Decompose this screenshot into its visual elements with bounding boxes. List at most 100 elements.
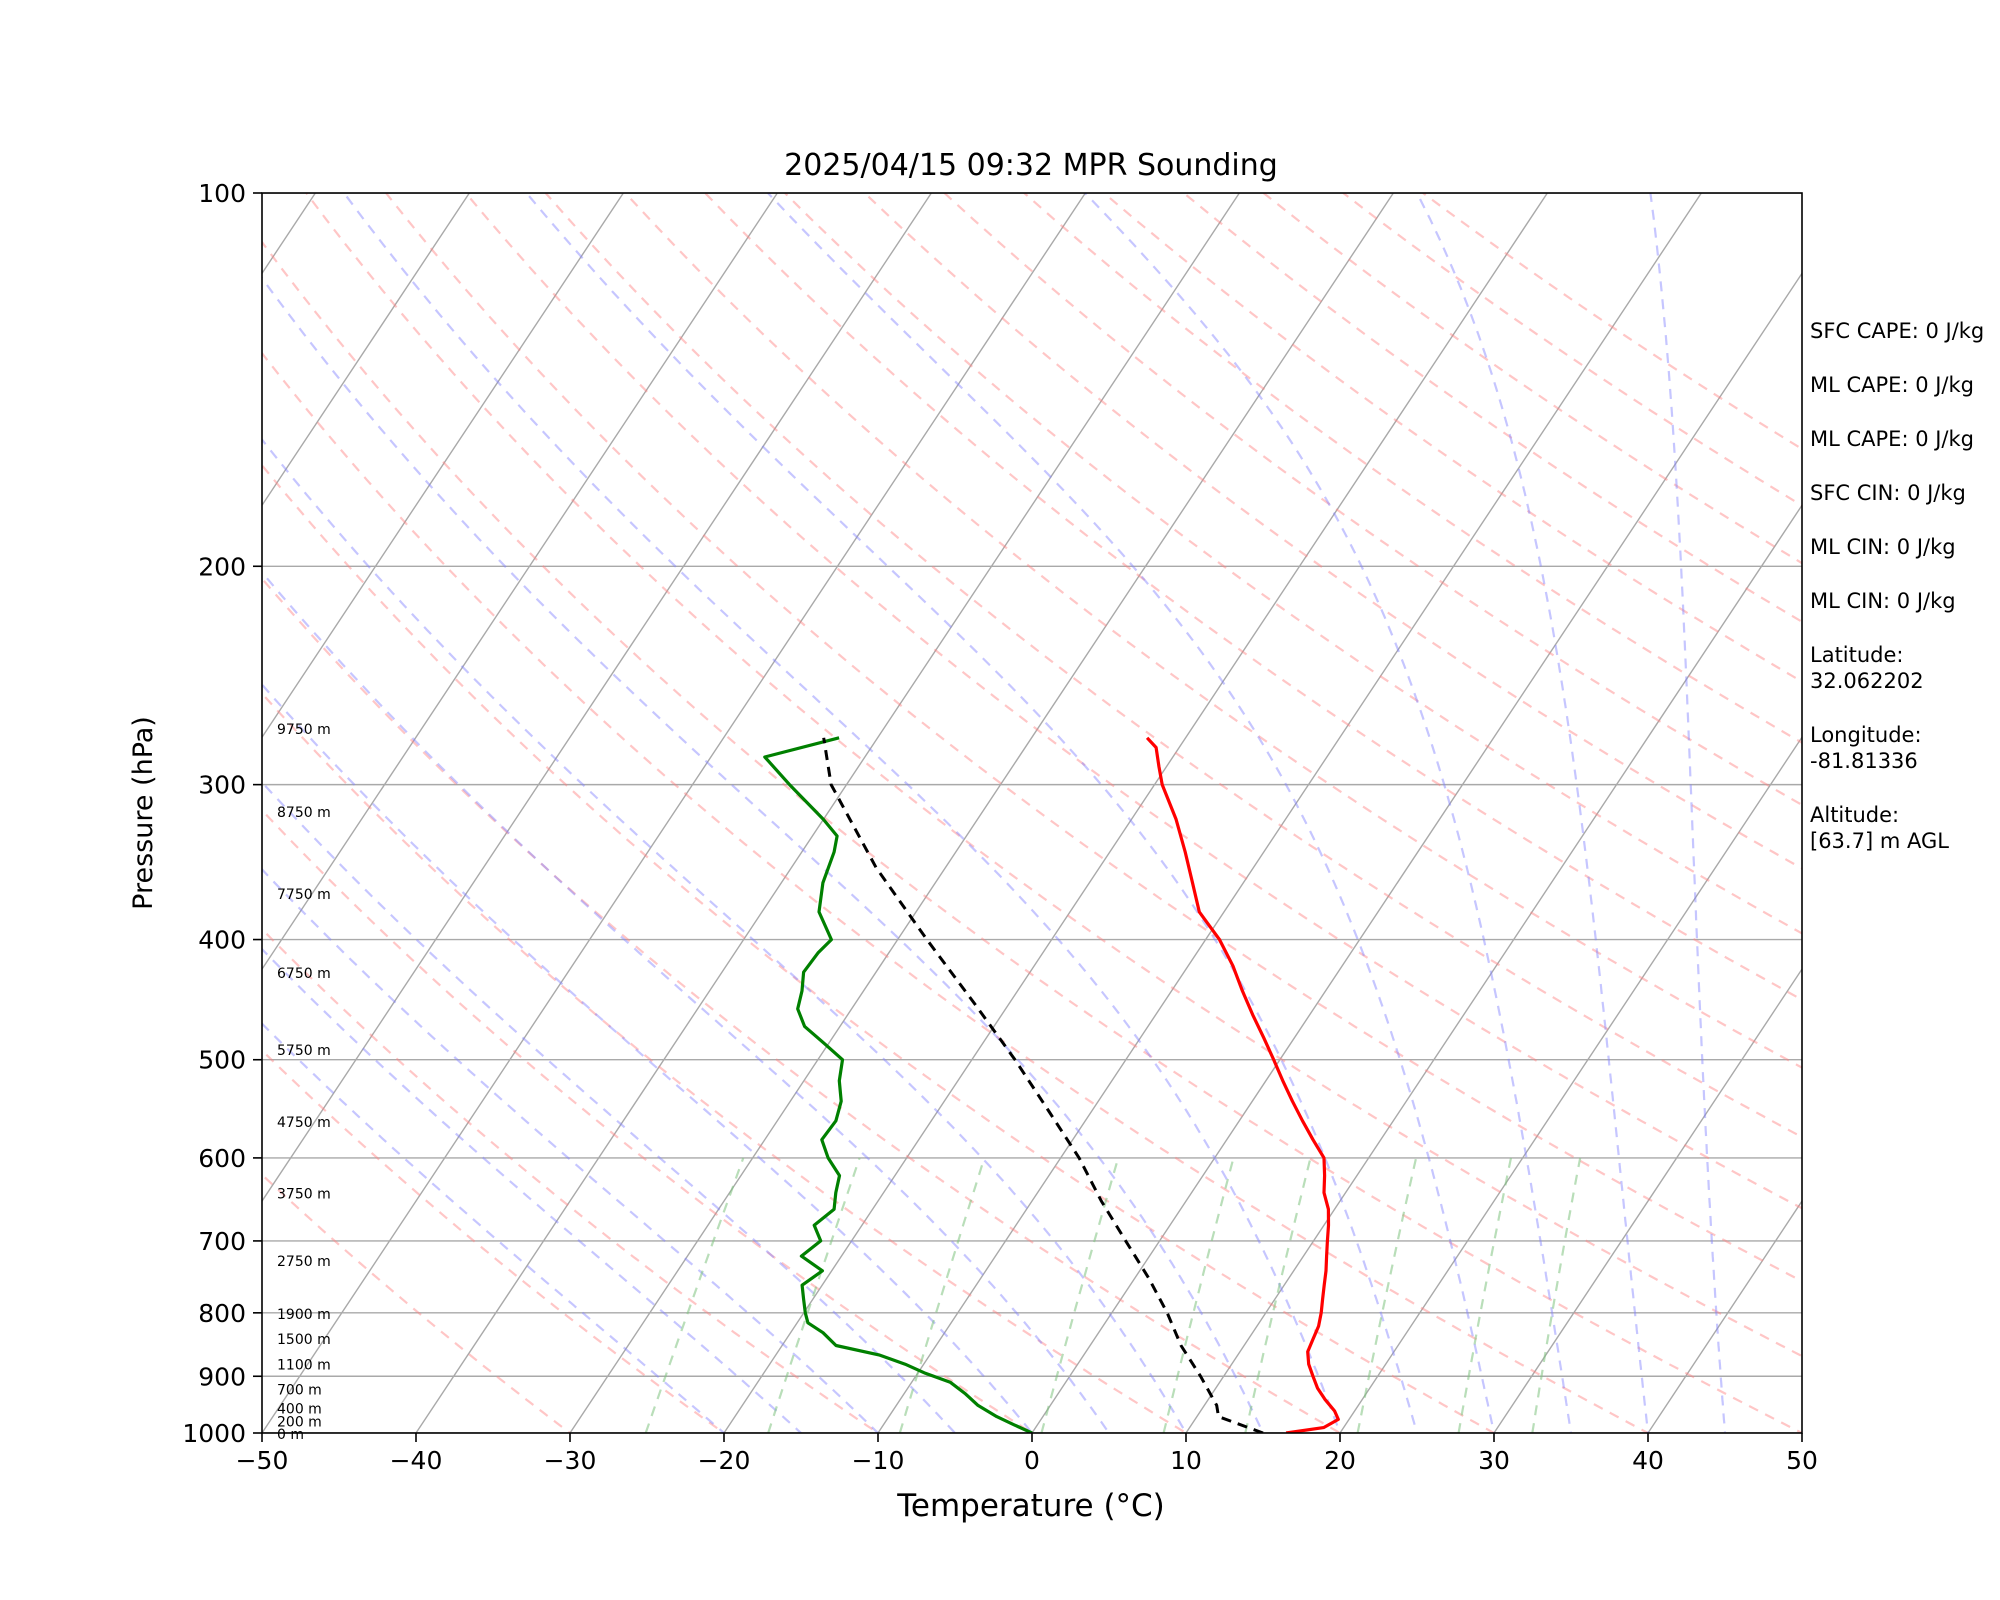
ml-cape-text-2: ML CAPE: 0 J/kg xyxy=(1810,427,1975,451)
height-label: 0 m xyxy=(277,1427,304,1443)
x-tick-label: −30 xyxy=(544,1446,597,1475)
x-tick-label: 20 xyxy=(1324,1446,1356,1475)
height-label: 7750 m xyxy=(277,887,331,903)
moist-adiabat-line xyxy=(525,193,1419,1433)
height-label: 4750 m xyxy=(277,1115,331,1131)
dewpoint-line xyxy=(763,736,1033,1433)
y-axis-label: Pressure (hPa) xyxy=(128,716,159,910)
isotherm-line xyxy=(1647,1199,1802,1433)
altitude-label: Altitude: xyxy=(1810,803,1900,827)
y-tick-label: 900 xyxy=(198,1362,246,1391)
moist-adiabat-line xyxy=(262,1022,726,1433)
x-tick-label: 30 xyxy=(1478,1446,1510,1475)
mixing-ratio-line xyxy=(1531,1157,1582,1433)
x-axis-label: Temperature (°C) xyxy=(896,1488,1165,1524)
latitude-label: Latitude: xyxy=(1810,643,1904,667)
height-label: 1500 m xyxy=(277,1332,331,1348)
mixing-ratio-line xyxy=(1356,1157,1418,1433)
mixing-ratio-line xyxy=(1457,1157,1513,1433)
ml-cape-text: ML CAPE: 0 J/kg xyxy=(1810,373,1975,397)
mixing-ratio-line xyxy=(1162,1157,1235,1433)
background-lines xyxy=(0,165,1802,1459)
dry-adiabat-line xyxy=(1022,193,1802,744)
moist-adiabat-line xyxy=(343,193,1342,1433)
height-label: 400 m xyxy=(277,1402,322,1418)
mixing-ratio-line xyxy=(1040,1157,1120,1433)
y-tick-label: 200 xyxy=(198,552,246,581)
dry-adiabat-line xyxy=(262,808,1035,1433)
mixing-ratio-line xyxy=(1244,1157,1312,1433)
isotherm-line xyxy=(877,193,1703,1433)
ml-cin-text-2: ML CIN: 0 J/kg xyxy=(1810,589,1956,613)
moist-adiabat-line xyxy=(1416,193,1650,1433)
moist-adiabat-line xyxy=(1084,193,1573,1433)
latitude-value: 32.062202 xyxy=(1810,669,1924,693)
dry-adiabat-line xyxy=(863,193,1802,870)
x-tick-label: −50 xyxy=(236,1446,289,1475)
y-tick-label: 1000 xyxy=(182,1419,246,1448)
y-tick-label: 600 xyxy=(198,1144,246,1173)
height-label: 2750 m xyxy=(277,1254,331,1270)
isotherm-line xyxy=(262,193,625,739)
isotherm-line xyxy=(0,165,26,1459)
height-label: 5750 m xyxy=(277,1043,331,1059)
moist-adiabat-line xyxy=(262,570,1111,1433)
isotherm-line xyxy=(262,193,779,971)
plot-frame xyxy=(261,192,1803,1434)
height-label: 700 m xyxy=(277,1383,322,1399)
moist-adiabat-line xyxy=(262,947,803,1433)
isotherm-line xyxy=(1493,967,1802,1433)
isotherm-line xyxy=(415,193,1241,1433)
isotherm-line xyxy=(1339,735,1802,1433)
moist-adiabat-line xyxy=(262,867,880,1433)
height-label: 3750 m xyxy=(277,1187,331,1203)
temperature-line xyxy=(1145,736,1340,1433)
mixing-ratio-line xyxy=(644,1157,745,1433)
moist-adiabat-line xyxy=(262,682,1034,1433)
longitude-label: Longitude: xyxy=(1810,723,1922,747)
dry-adiabat-line xyxy=(703,193,1802,1002)
dry-adiabat-line xyxy=(623,193,1802,1069)
height-label: 1100 m xyxy=(277,1358,331,1374)
dry-adiabat-line xyxy=(262,1048,726,1433)
moist-adiabat-line xyxy=(262,437,1188,1433)
moist-adiabat-line xyxy=(767,193,1496,1433)
axes: −50 −40 −30 −20 −10 0 10 20 30 40 50 100 200 300 400 50… xyxy=(182,179,1818,1475)
x-tick-label: 0 xyxy=(1024,1446,1040,1475)
isotherm-line xyxy=(1031,272,1802,1433)
isotherm-line xyxy=(569,193,1395,1433)
isotherm-line xyxy=(262,193,933,1203)
x-tick-label: −20 xyxy=(698,1446,751,1475)
parcel-line xyxy=(822,737,1264,1433)
height-label: 6750 m xyxy=(277,966,331,982)
altitude-value: [63.7] m AGL xyxy=(1810,829,1949,853)
dry-adiabat-line xyxy=(262,927,880,1433)
y-tick-label: 400 xyxy=(198,926,246,955)
moist-adiabat-line xyxy=(262,780,957,1433)
mixing-ratio-line xyxy=(767,1157,861,1433)
x-tick-label: 40 xyxy=(1632,1446,1664,1475)
dry-adiabat-line xyxy=(464,193,1802,1210)
x-tick-label: −40 xyxy=(390,1446,443,1475)
height-label: 9750 m xyxy=(277,722,331,738)
sfc-cape-text: SFC CAPE: 0 J/kg xyxy=(1810,319,1985,343)
dry-adiabat-line xyxy=(262,576,1343,1433)
y-tick-label: 700 xyxy=(198,1227,246,1256)
x-tick-label: −10 xyxy=(852,1446,905,1475)
isotherm-line xyxy=(1185,504,1802,1433)
dry-adiabat-line xyxy=(384,193,1802,1283)
dry-adiabat-line xyxy=(262,1173,572,1433)
isotherm-line xyxy=(262,193,1087,1433)
moist-adiabat-line xyxy=(1649,193,1727,1433)
longitude-value: -81.81336 xyxy=(1810,749,1918,773)
ml-cin-text: ML CIN: 0 J/kg xyxy=(1810,535,1956,559)
y-tick-label: 800 xyxy=(198,1299,246,1328)
isotherm-line xyxy=(723,193,1549,1433)
chart-title: 2025/04/15 09:32 MPR Sounding xyxy=(784,148,1278,183)
dry-adiabat-line xyxy=(262,351,1651,1433)
indices-panel: SFC CAPE: 0 J/kg ML CAPE: 0 J/kg ML CAPE… xyxy=(1810,318,2000,854)
dry-adiabat-line xyxy=(262,240,1802,1433)
y-tick-label: 500 xyxy=(198,1046,246,1075)
